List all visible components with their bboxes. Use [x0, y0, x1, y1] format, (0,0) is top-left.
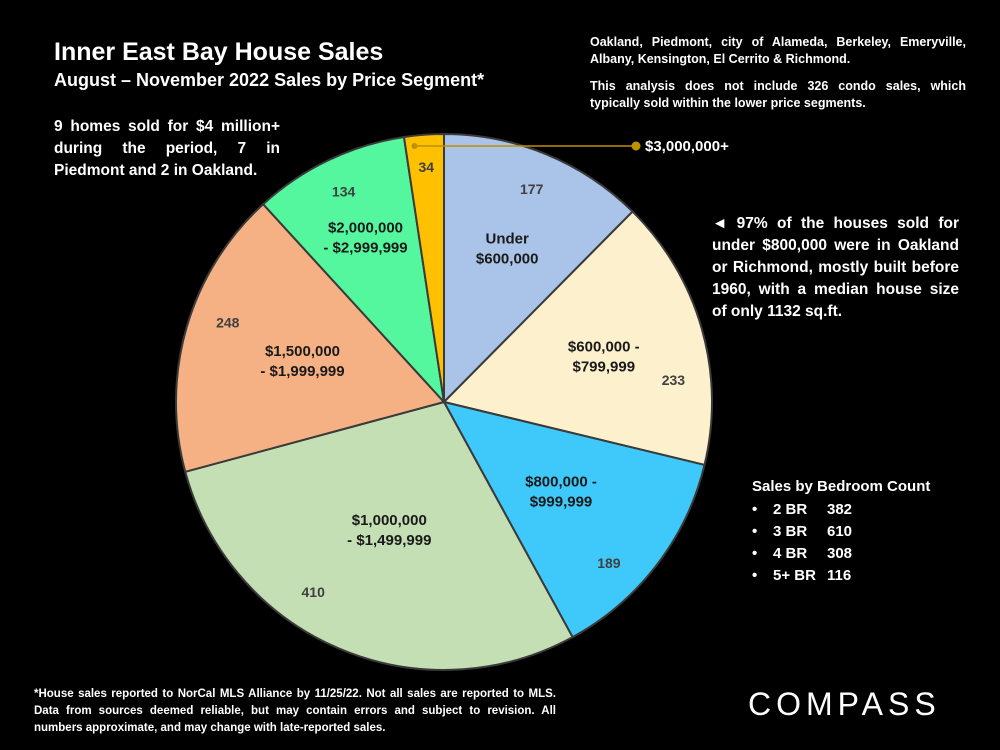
slice-category-label: $2,000,000- $2,999,999: [323, 220, 407, 257]
bullet: •: [752, 567, 758, 584]
slice-category-label: $3,000,000+: [645, 138, 729, 155]
bedroom-row: • 3 BR 610: [752, 521, 930, 543]
bedroom-row: • 2 BR 382: [752, 499, 930, 521]
slice-category-label: $800,000 -$999,999: [525, 474, 597, 511]
compass-logo: COMPASS: [748, 686, 941, 722]
bedroom-count-list: Sales by Bedroom Count • 2 BR 382 • 3 BR…: [752, 478, 930, 587]
slice-value-label: 189: [597, 555, 621, 571]
slice-category-label: $600,000 -$799,999: [568, 339, 640, 376]
note-condos: This analysis does not include 326 condo…: [590, 79, 966, 110]
slice-value-label: 233: [662, 372, 686, 388]
slice-3-000-000: [402, 132, 445, 403]
slice-800-000-999-999: [442, 400, 706, 639]
bedroom-label: 3 BR: [773, 523, 808, 540]
bedroom-value: 116: [827, 567, 852, 584]
bedroom-label: 5+ BR: [773, 567, 816, 584]
footnote: *House sales reported to NorCal MLS Alli…: [34, 688, 556, 734]
slice-value-label: 34: [419, 159, 435, 175]
slice-category-label: $1,000,000- $1,499,999: [347, 512, 431, 549]
slice-2-000-000-2-999-999: [261, 135, 446, 406]
slice-category-label: Under $600,000: [476, 230, 539, 267]
note-cities: Oakland, Piedmont, city of Alameda, Berk…: [590, 35, 966, 66]
slice-1-500-000-1-999-999: [175, 202, 446, 474]
slice-value-label: 177: [520, 181, 544, 197]
chart-subtitle: August – November 2022 Sales by Price Se…: [54, 70, 485, 90]
bedroom-value: 308: [827, 545, 853, 562]
note-4m-homes: 9 homes sold for $4 million+ during the …: [54, 118, 280, 179]
bedroom-row: • 5+ BR 116: [752, 565, 930, 587]
bedroom-label: 4 BR: [773, 545, 808, 562]
bedroom-label: 2 BR: [773, 501, 808, 518]
slice-value-label: 134: [332, 184, 356, 200]
bedroom-value: 610: [827, 523, 853, 540]
bullet: •: [752, 545, 758, 562]
bedroom-value: 382: [827, 501, 853, 518]
callout-end-dot: [631, 141, 641, 151]
bullet: •: [752, 501, 758, 518]
slice-1-000-000-1-499-999: [184, 400, 574, 671]
slice-category-label: $1,500,000- $1,999,999: [260, 343, 344, 380]
slice-600-000-799-999: [442, 210, 713, 467]
slice-under-600-000: [443, 132, 634, 405]
bullet: •: [752, 523, 758, 540]
note-under-800k: ◄ 97% of the houses sold for under $800,…: [712, 215, 959, 320]
slice-value-label: 248: [216, 314, 240, 330]
chart-title: Inner East Bay House Sales: [54, 38, 384, 66]
slice-value-label: 410: [302, 584, 326, 600]
bedroom-count-title: Sales by Bedroom Count: [752, 478, 931, 495]
bedroom-row: • 4 BR 308: [752, 543, 930, 565]
callout-start-dot: [411, 143, 418, 149]
